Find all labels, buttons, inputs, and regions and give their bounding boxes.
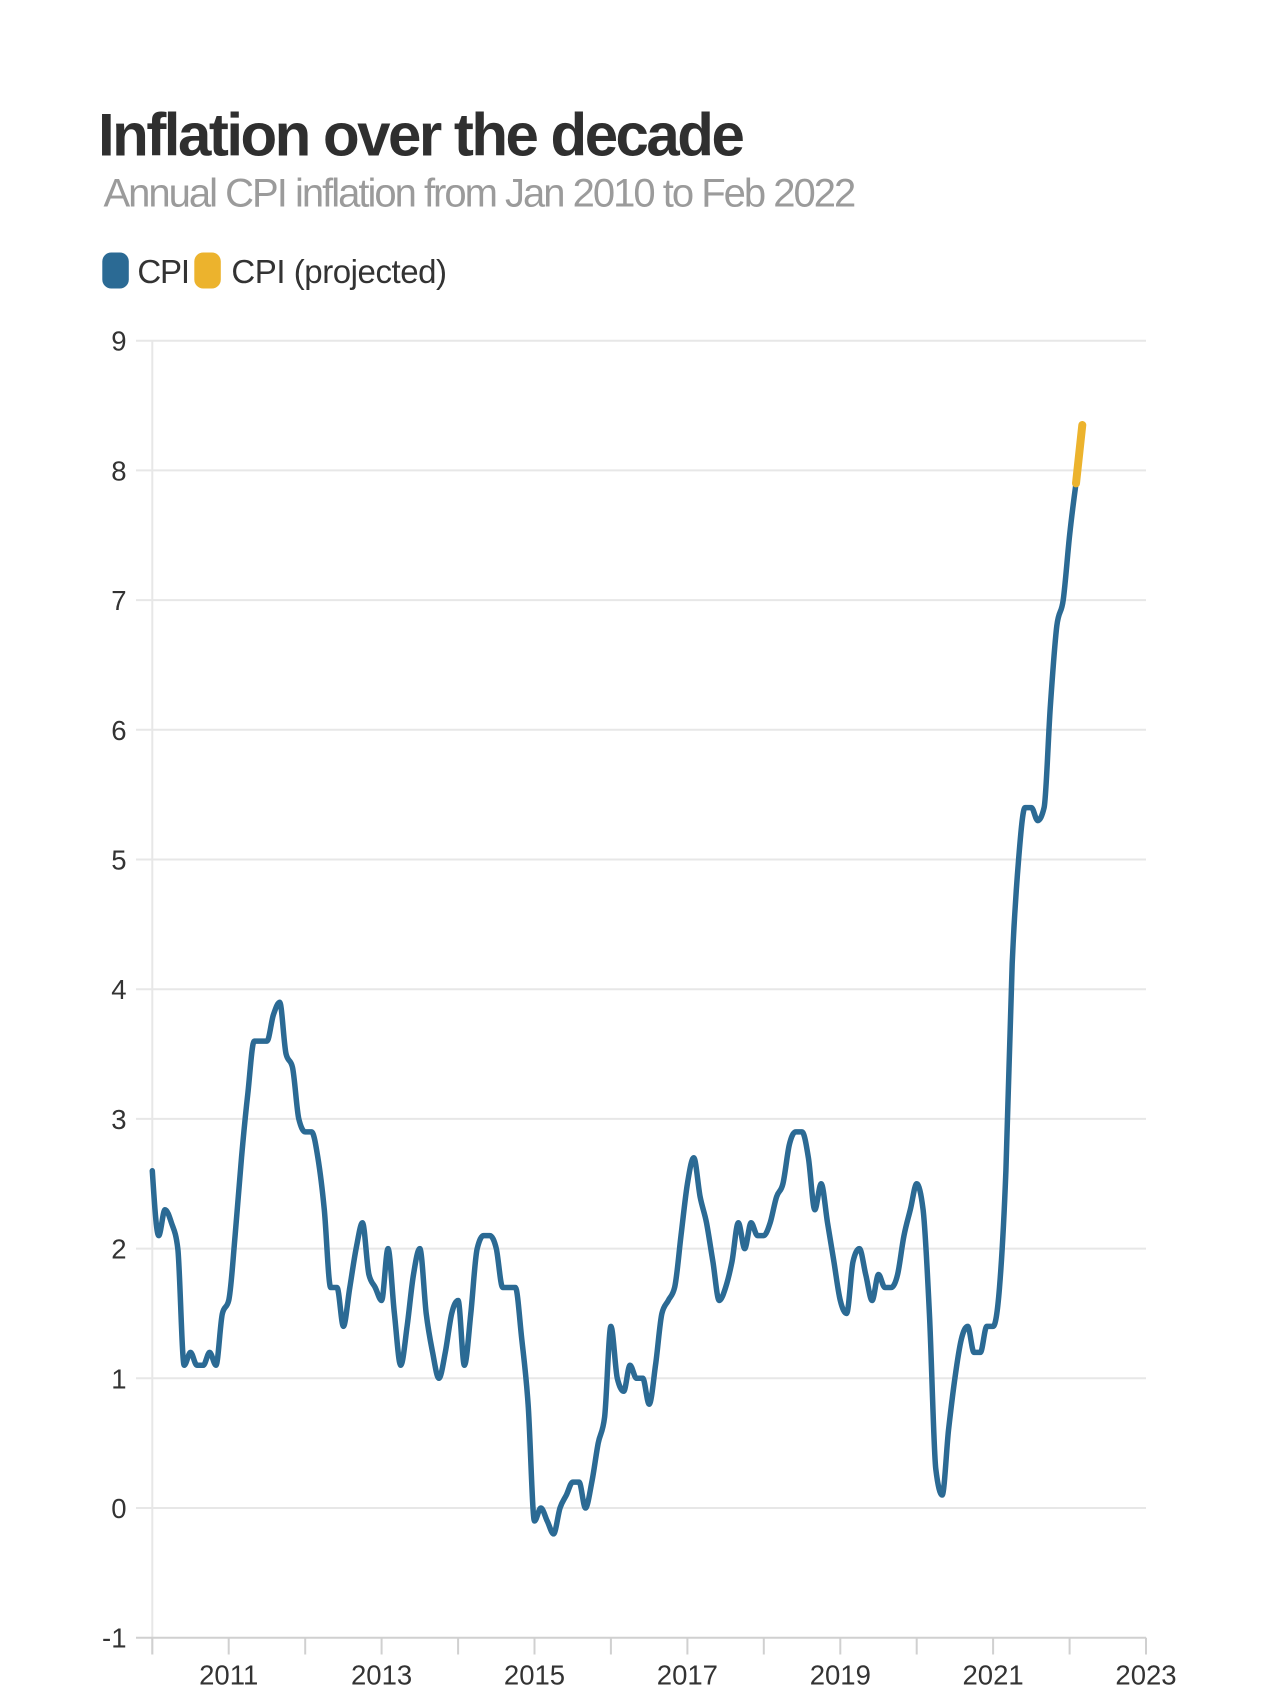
svg-text:2019: 2019: [810, 1660, 871, 1691]
svg-text:1: 1: [111, 1363, 126, 1394]
svg-text:8: 8: [111, 455, 126, 486]
svg-text:5: 5: [111, 845, 126, 876]
svg-text:2023: 2023: [1115, 1660, 1176, 1691]
svg-text:6: 6: [111, 715, 126, 746]
svg-text:3: 3: [111, 1104, 126, 1135]
svg-text:2015: 2015: [504, 1660, 565, 1691]
svg-text:2011: 2011: [199, 1660, 258, 1691]
svg-text:0: 0: [111, 1493, 126, 1524]
svg-text:-1: -1: [102, 1623, 126, 1654]
svg-text:CPI (projected): CPI (projected): [231, 253, 446, 290]
svg-text:2: 2: [111, 1234, 126, 1265]
svg-text:7: 7: [111, 585, 126, 616]
svg-text:CPI: CPI: [137, 253, 188, 290]
svg-text:2017: 2017: [657, 1660, 718, 1691]
svg-text:Annual CPI inflation from Jan: Annual CPI inflation from Jan 2010 to Fe…: [104, 172, 856, 216]
svg-text:2021: 2021: [963, 1660, 1024, 1691]
svg-text:4: 4: [111, 974, 126, 1005]
svg-text:2013: 2013: [351, 1660, 412, 1691]
svg-text:Inflation over the decade: Inflation over the decade: [98, 102, 743, 169]
svg-text:9: 9: [111, 326, 126, 357]
